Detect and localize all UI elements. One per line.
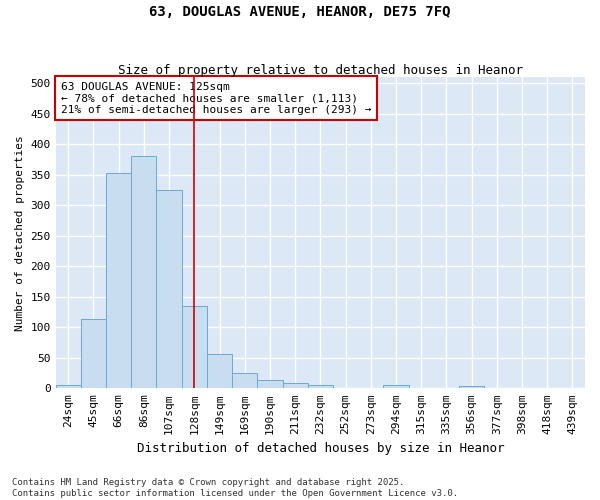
X-axis label: Distribution of detached houses by size in Heanor: Distribution of detached houses by size … [137, 442, 504, 455]
Bar [157, 190, 182, 388]
Bar [459, 386, 484, 388]
Text: 63, DOUGLAS AVENUE, HEANOR, DE75 7FQ: 63, DOUGLAS AVENUE, HEANOR, DE75 7FQ [149, 5, 451, 19]
Bar [232, 373, 257, 388]
Y-axis label: Number of detached properties: Number of detached properties [15, 135, 25, 330]
Bar [283, 384, 308, 388]
Text: 63 DOUGLAS AVENUE: 125sqm
← 78% of detached houses are smaller (1,113)
21% of se: 63 DOUGLAS AVENUE: 125sqm ← 78% of detac… [61, 82, 371, 115]
Bar [257, 380, 283, 388]
Bar [106, 174, 131, 388]
Bar [56, 386, 81, 388]
Bar [131, 156, 157, 388]
Bar [207, 354, 232, 388]
Bar [182, 306, 207, 388]
Text: Contains HM Land Registry data © Crown copyright and database right 2025.
Contai: Contains HM Land Registry data © Crown c… [12, 478, 458, 498]
Bar [383, 386, 409, 388]
Bar [81, 320, 106, 388]
Bar [308, 386, 333, 388]
Title: Size of property relative to detached houses in Heanor: Size of property relative to detached ho… [118, 64, 523, 77]
